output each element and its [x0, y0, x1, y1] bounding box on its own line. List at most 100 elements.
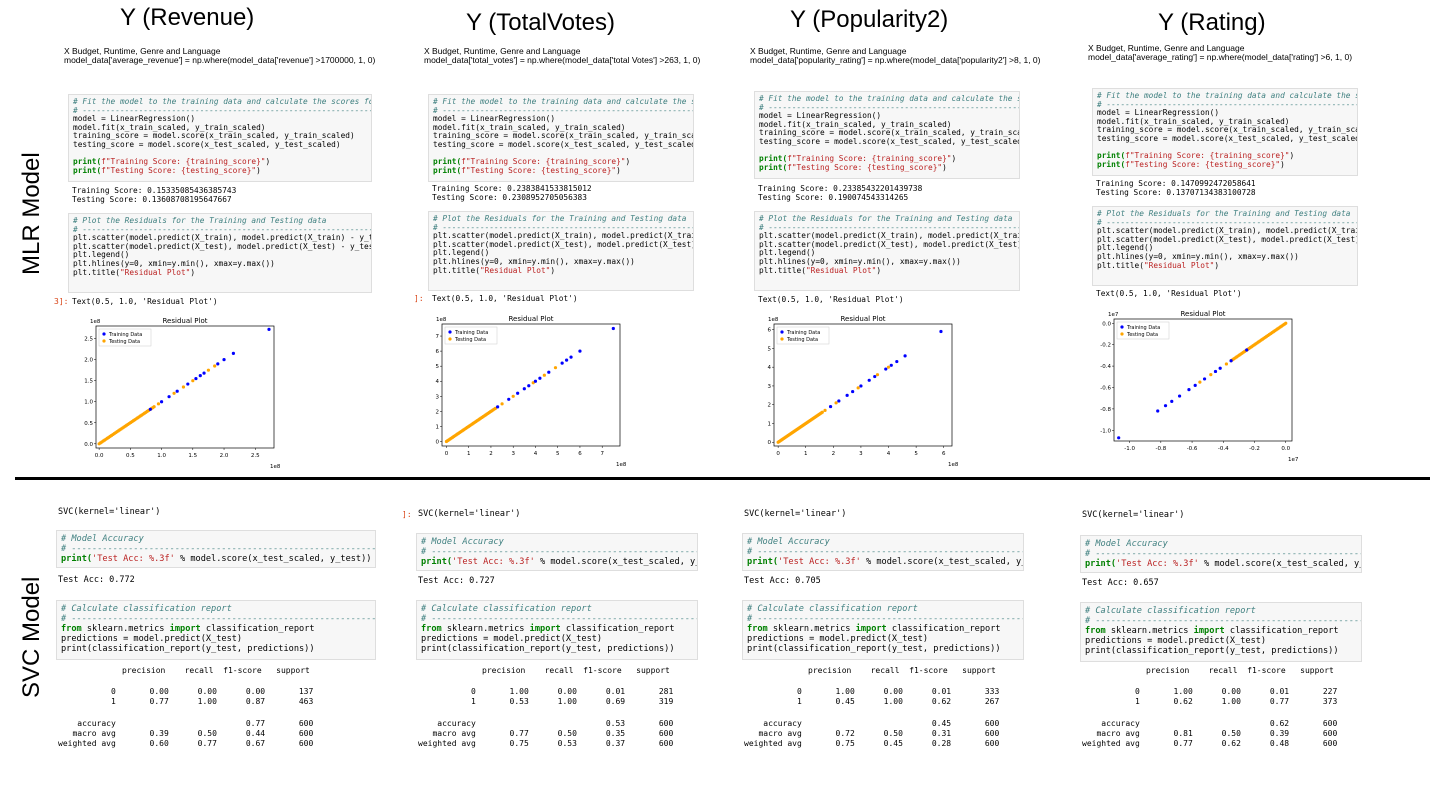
code-token: )	[550, 265, 556, 275]
code-cell-residuals[interactable]: # Plot the Residuals for the Training an…	[68, 213, 372, 293]
legend-box	[776, 326, 830, 345]
train-point	[496, 405, 500, 409]
legend-marker-test	[1120, 332, 1124, 336]
report-accuracy: accuracy 0.62 600	[1082, 719, 1338, 728]
column-title-popularity2: Y (Popularity2)	[790, 6, 949, 33]
train-point	[565, 358, 569, 362]
code-cell-accuracy[interactable]: # Model Accuracy # ---------------------…	[416, 533, 698, 571]
svc-output: SVC(kernel='linear')	[1082, 510, 1185, 520]
legend-marker-train	[448, 330, 452, 334]
code-token: )	[1280, 159, 1285, 169]
code-token: print(classification_report(y_test, pred…	[61, 644, 315, 654]
code-token: # Plot the Residuals for the Training an…	[433, 214, 687, 223]
x-tick-label: 4	[887, 451, 891, 457]
train-point	[939, 329, 943, 334]
x-tick-label: 1.0	[157, 453, 166, 459]
test-point	[856, 386, 860, 390]
code-cell-residuals[interactable]: # Plot the Residuals for the Training an…	[754, 211, 1020, 291]
train-point	[194, 376, 198, 381]
code-cell-classification-report[interactable]: # Calculate classification report # ----…	[56, 600, 376, 660]
residual-plot: Residual Plot 1e7 1e7 -1.0 -0.8 -0.6 -0.4 -0.2 0…	[1100, 310, 1299, 463]
y-tick-label: 6	[768, 328, 772, 334]
code-token: # --------------------------------------…	[61, 544, 375, 554]
code-cell-classification-report[interactable]: # Calculate classification report # ----…	[416, 600, 698, 660]
code-token: f"Testing Score: {testing_score}"	[461, 165, 617, 175]
text-output: Text(0.5, 1.0, 'Residual Plot')	[432, 294, 578, 303]
y-exponent-label: 1e8	[436, 317, 447, 323]
legend-label-test: Testing Data	[1126, 332, 1158, 338]
code-block: # Model Accuracy # ---------------------…	[57, 531, 375, 567]
code-token: 'Test Acc: %.3f'	[1116, 559, 1199, 569]
code-cell-accuracy[interactable]: # Model Accuracy # ---------------------…	[1080, 535, 1362, 573]
cell-prompt: ]:	[414, 294, 424, 303]
y-tick-label: 2.5	[84, 337, 93, 343]
code-cell-classification-report[interactable]: # Calculate classification report # ----…	[1080, 602, 1362, 662]
code-token: plt.hlines(y=0, xmin=y.min(), xmax=y.max…	[433, 256, 635, 266]
code-token: # --------------------------------------…	[747, 614, 1024, 624]
legend-marker-test	[102, 339, 106, 343]
code-token: )	[876, 265, 882, 275]
code-token: f"Training Score: {training_score}"	[787, 154, 952, 164]
code-cell-residuals[interactable]: # Plot the Residuals for the Training an…	[1092, 206, 1358, 286]
code-token: # --------------------------------------…	[433, 222, 693, 232]
x-tick-label: -0.6	[1187, 446, 1198, 452]
x-exponent-label: 1e7	[1288, 457, 1299, 463]
train-point	[547, 370, 551, 374]
train-point	[859, 384, 863, 388]
code-block: # Calculate classification report # ----…	[57, 601, 375, 657]
code-cell-residuals[interactable]: # Plot the Residuals for the Training an…	[428, 211, 694, 291]
train-point	[851, 389, 855, 394]
code-token: plt.legend()	[759, 248, 816, 258]
code-token: 'Test Acc: %.3f'	[452, 557, 535, 567]
code-cell-accuracy[interactable]: # Model Accuracy # ---------------------…	[742, 533, 1024, 571]
legend-marker-train	[102, 332, 106, 336]
y-tick-label: 4	[768, 365, 772, 371]
code-cell-fit[interactable]: # Fit the model to the training data and…	[1092, 88, 1358, 176]
code-cell-fit[interactable]: # Fit the model to the training data and…	[428, 94, 694, 182]
cell-prompt: 3]:	[54, 297, 69, 306]
code-cell-fit[interactable]: # Fit the model to the training data and…	[68, 94, 372, 182]
x-tick-label: -0.8	[1155, 446, 1166, 452]
x-exponent-label: 1e8	[616, 462, 627, 468]
train-point	[837, 399, 841, 403]
code-token: model.fit(x_train_scaled, y_train_scaled…	[433, 122, 626, 132]
code-token: plt.hlines(y=0, xmin=y.min(), xmax=y.max…	[1097, 251, 1299, 261]
test-point	[1209, 373, 1213, 377]
code-token: plt.legend()	[1097, 243, 1154, 253]
code-token: f"Testing Score: {testing_score}"	[1125, 159, 1281, 169]
code-cell-classification-report[interactable]: # Calculate classification report # ----…	[742, 600, 1024, 660]
code-token: print(	[1085, 559, 1117, 569]
x-tick-label: -0.2	[1249, 446, 1260, 452]
train-point	[507, 397, 511, 401]
code-token: print(	[747, 557, 779, 567]
code-block: # Fit the model to the training data and…	[755, 92, 1019, 175]
code-token: # --------------------------------------…	[73, 105, 372, 115]
train-point	[198, 374, 202, 378]
code-token: plt.scatter(model.predict(X_train), mode…	[1097, 226, 1357, 236]
train-point	[889, 363, 893, 367]
train-point	[167, 395, 171, 399]
legend-box	[98, 328, 152, 347]
code-token: % model.score(x_test_scaled, y_test))	[540, 557, 697, 567]
code-token: # Calculate classification report	[61, 604, 232, 614]
train-point	[1177, 394, 1182, 398]
train-point	[267, 327, 271, 331]
train-point	[516, 391, 520, 395]
code-token: # Plot the Residuals for the Training an…	[1097, 209, 1351, 218]
train-point	[1117, 436, 1121, 440]
model-description-line2: model_data['popularity_rating'] = np.whe…	[750, 55, 1041, 65]
train-point	[578, 349, 582, 353]
legend-label-test: Testing Data	[108, 339, 140, 345]
test-point	[206, 368, 211, 372]
code-token: # --------------------------------------…	[73, 224, 372, 234]
code-token: )	[256, 165, 261, 175]
legend-label-test: Testing Data	[454, 337, 486, 343]
report-macro-avg: macro avg 0.72 0.50 0.31 600	[744, 729, 1000, 738]
train-point	[202, 371, 206, 375]
test-accuracy-output: Test Acc: 0.657	[1082, 578, 1159, 588]
code-cell-fit[interactable]: # Fit the model to the training data and…	[754, 91, 1020, 179]
code-token: training_score = model.score(x_train_sca…	[73, 131, 355, 141]
code-cell-accuracy[interactable]: # Model Accuracy # ---------------------…	[56, 530, 376, 568]
code-token: from	[1085, 626, 1106, 636]
y-tick-label: -1.0	[1100, 428, 1111, 434]
